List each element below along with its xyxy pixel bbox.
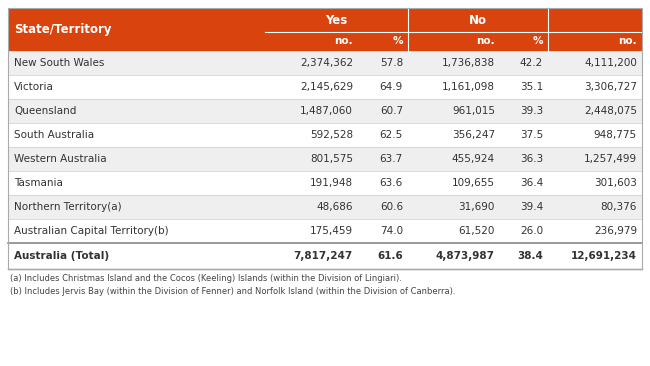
Text: 236,979: 236,979 xyxy=(594,226,637,236)
Text: (a) Includes Christmas Island and the Cocos (Keeling) Islands (within the Divisi: (a) Includes Christmas Island and the Co… xyxy=(10,274,402,283)
Text: Northern Territory(a): Northern Territory(a) xyxy=(14,202,122,212)
Text: 1,736,838: 1,736,838 xyxy=(442,58,495,68)
Text: 37.5: 37.5 xyxy=(520,130,543,140)
Bar xyxy=(8,219,642,243)
Text: Australian Capital Territory(b): Australian Capital Territory(b) xyxy=(14,226,168,236)
Text: 4,873,987: 4,873,987 xyxy=(436,251,495,261)
Bar xyxy=(8,123,642,147)
Bar xyxy=(8,8,642,269)
Text: 48,686: 48,686 xyxy=(317,202,353,212)
Text: 63.7: 63.7 xyxy=(380,154,403,164)
Bar xyxy=(8,243,642,269)
Text: 2,374,362: 2,374,362 xyxy=(300,58,353,68)
Text: 455,924: 455,924 xyxy=(452,154,495,164)
Text: 31,690: 31,690 xyxy=(459,202,495,212)
Text: no.: no. xyxy=(618,37,637,46)
Text: 35.1: 35.1 xyxy=(520,82,543,92)
Text: 948,775: 948,775 xyxy=(594,130,637,140)
Text: %: % xyxy=(532,37,543,46)
Text: 39.4: 39.4 xyxy=(520,202,543,212)
Text: 62.5: 62.5 xyxy=(380,130,403,140)
Bar xyxy=(8,51,642,75)
Text: 61,520: 61,520 xyxy=(459,226,495,236)
Text: 7,817,247: 7,817,247 xyxy=(294,251,353,261)
Text: 801,575: 801,575 xyxy=(310,154,353,164)
Text: 26.0: 26.0 xyxy=(520,226,543,236)
Text: Australia (Total): Australia (Total) xyxy=(14,251,109,261)
Text: %: % xyxy=(393,37,403,46)
Text: 1,161,098: 1,161,098 xyxy=(442,82,495,92)
Text: 60.6: 60.6 xyxy=(380,202,403,212)
Text: 12,691,234: 12,691,234 xyxy=(571,251,637,261)
Text: 1,487,060: 1,487,060 xyxy=(300,106,353,116)
Text: 36.4: 36.4 xyxy=(520,178,543,188)
Text: 63.6: 63.6 xyxy=(380,178,403,188)
Bar xyxy=(8,99,642,123)
Text: 80,376: 80,376 xyxy=(601,202,637,212)
Text: New South Wales: New South Wales xyxy=(14,58,105,68)
Text: 4,111,200: 4,111,200 xyxy=(584,58,637,68)
Text: no.: no. xyxy=(476,37,495,46)
Text: 38.4: 38.4 xyxy=(517,251,543,261)
Text: Queensland: Queensland xyxy=(14,106,77,116)
Bar xyxy=(8,171,642,195)
Text: 191,948: 191,948 xyxy=(310,178,353,188)
Text: 60.7: 60.7 xyxy=(380,106,403,116)
Bar xyxy=(8,147,642,171)
Text: 39.3: 39.3 xyxy=(520,106,543,116)
Text: 3,306,727: 3,306,727 xyxy=(584,82,637,92)
Text: 175,459: 175,459 xyxy=(310,226,353,236)
Text: South Australia: South Australia xyxy=(14,130,94,140)
Text: Tasmania: Tasmania xyxy=(14,178,63,188)
Text: 301,603: 301,603 xyxy=(594,178,637,188)
Text: 36.3: 36.3 xyxy=(520,154,543,164)
Text: (b) Includes Jervis Bay (within the Division of Fenner) and Norfolk Island (with: (b) Includes Jervis Bay (within the Divi… xyxy=(10,287,456,296)
Text: 961,015: 961,015 xyxy=(452,106,495,116)
Bar xyxy=(8,195,642,219)
Text: 109,655: 109,655 xyxy=(452,178,495,188)
Text: 42.2: 42.2 xyxy=(520,58,543,68)
Bar xyxy=(8,8,642,51)
Text: No: No xyxy=(469,14,487,26)
Text: no.: no. xyxy=(334,37,353,46)
Text: 1,257,499: 1,257,499 xyxy=(584,154,637,164)
Text: 356,247: 356,247 xyxy=(452,130,495,140)
Text: 57.8: 57.8 xyxy=(380,58,403,68)
Text: 2,448,075: 2,448,075 xyxy=(584,106,637,116)
Text: 2,145,629: 2,145,629 xyxy=(300,82,353,92)
Text: 74.0: 74.0 xyxy=(380,226,403,236)
Text: 64.9: 64.9 xyxy=(380,82,403,92)
Text: Victoria: Victoria xyxy=(14,82,54,92)
Text: Yes: Yes xyxy=(326,14,348,26)
Text: 61.6: 61.6 xyxy=(377,251,403,261)
Text: 592,528: 592,528 xyxy=(310,130,353,140)
Bar xyxy=(8,75,642,99)
Text: Western Australia: Western Australia xyxy=(14,154,107,164)
Text: State/Territory: State/Territory xyxy=(14,23,112,36)
